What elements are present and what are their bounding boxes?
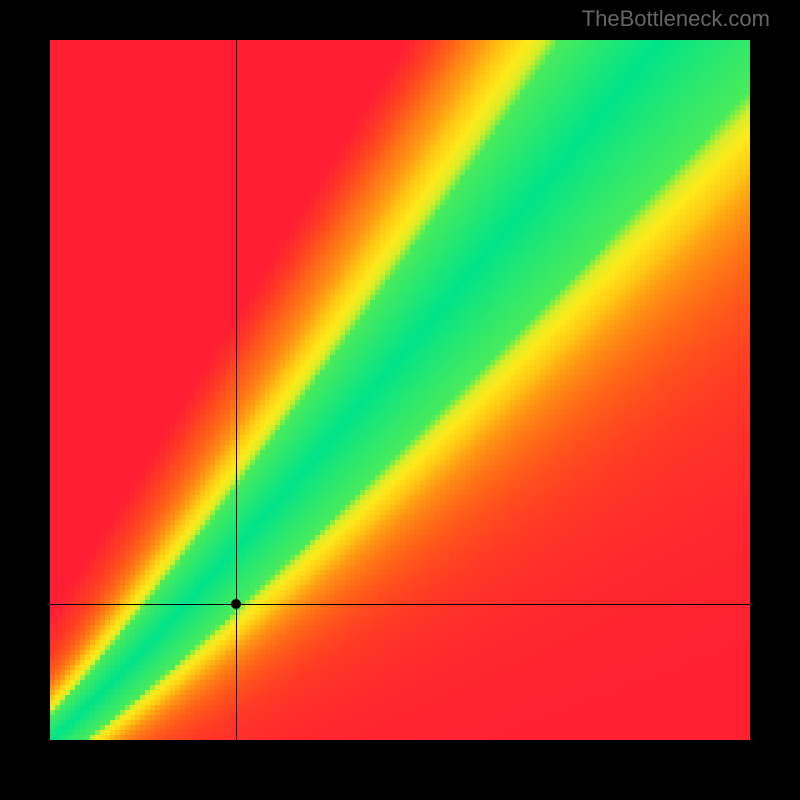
watermark-text: TheBottleneck.com bbox=[582, 6, 770, 32]
crosshair-marker bbox=[231, 599, 241, 609]
crosshair-vertical bbox=[236, 40, 237, 740]
chart-root: TheBottleneck.com bbox=[0, 0, 800, 800]
crosshair-horizontal bbox=[50, 604, 750, 605]
plot-area bbox=[50, 40, 750, 740]
heatmap-canvas bbox=[50, 40, 750, 740]
